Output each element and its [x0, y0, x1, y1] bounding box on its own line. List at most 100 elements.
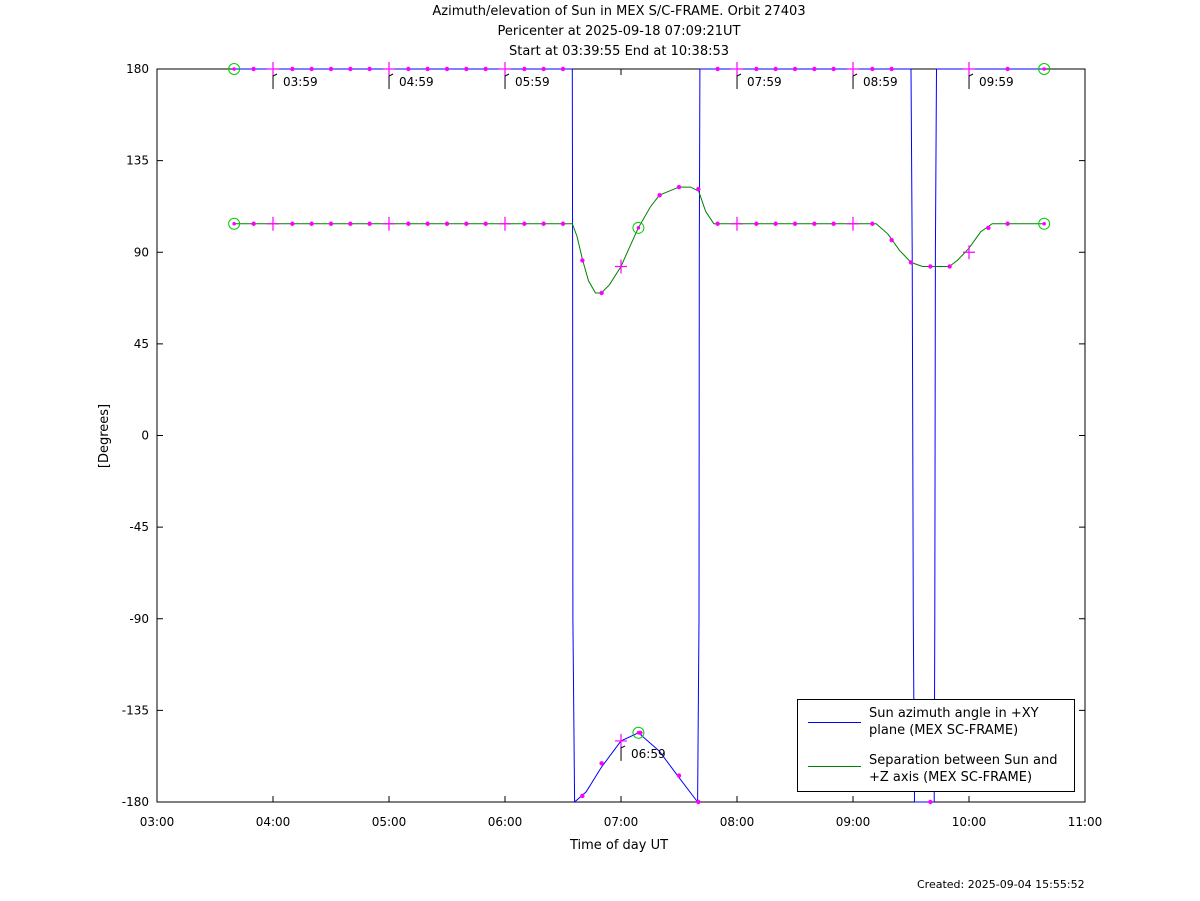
data-point — [715, 66, 720, 72]
data-point — [870, 221, 875, 226]
chart-subtitle-pericenter: Pericenter at 2025-09-18 07:09:21UT — [497, 24, 741, 39]
data-point — [425, 66, 430, 72]
x-tick-label: 06:00 — [488, 815, 523, 829]
time-label: 08:59 — [863, 75, 898, 89]
time-label: 09:59 — [979, 75, 1014, 89]
x-tick-label: 07:00 — [604, 815, 639, 829]
x-axis-label: Time of day UT — [569, 838, 668, 853]
azimuth-line-segment — [910, 68, 915, 803]
event-marker-center — [636, 730, 641, 735]
data-point — [831, 221, 836, 226]
data-point — [792, 66, 798, 72]
hour-marker — [499, 62, 511, 76]
hour-marker — [847, 62, 859, 76]
data-point — [522, 221, 527, 226]
event-marker — [632, 726, 645, 739]
data-point — [1005, 66, 1010, 72]
data-point — [406, 221, 411, 226]
time-label-tick — [852, 73, 858, 89]
time-label: 07:59 — [747, 75, 782, 89]
data-point — [367, 221, 372, 226]
data-point — [792, 221, 798, 226]
data-point — [928, 799, 933, 805]
axis-ticks: 03:00 04:00 05:00 06:00 07:00 08:00 09:00 10:00… — [122, 62, 1103, 829]
data-point — [348, 66, 353, 72]
azimuth-line-segment — [933, 68, 937, 803]
data-point — [773, 221, 778, 226]
y-tick-label: -135 — [122, 703, 149, 717]
series-lines — [234, 68, 1045, 803]
data-point — [599, 290, 604, 296]
x-tick-label: 03:00 — [140, 815, 175, 829]
data-point — [676, 184, 682, 190]
plot-frame — [156, 68, 1086, 803]
data-point — [812, 221, 817, 226]
data-point — [522, 66, 527, 72]
event-marker — [228, 217, 241, 230]
time-label-tick — [620, 745, 626, 761]
hour-marker — [731, 216, 743, 231]
data-point — [406, 66, 411, 72]
hour-marker — [847, 216, 859, 231]
y-tick-label: 180 — [126, 62, 149, 76]
data-point — [889, 66, 894, 72]
hour-marker — [267, 216, 279, 231]
event-marker-center — [232, 221, 236, 226]
data-point — [580, 258, 585, 263]
data-point — [889, 237, 894, 243]
x-tick-label: 09:00 — [836, 815, 871, 829]
time-label-tick — [504, 73, 510, 89]
data-point — [696, 799, 701, 805]
data-point — [425, 221, 430, 226]
y-tick-label: 45 — [134, 337, 149, 351]
data-markers — [228, 62, 1051, 805]
y-tick-label: 135 — [126, 154, 149, 168]
time-labels: 03:59 04:59 05:59 06:59 07:59 08:59 09:59 — [272, 73, 1014, 761]
y-tick-label: 90 — [134, 245, 149, 259]
y-tick-label: -90 — [129, 612, 149, 626]
x-tick-label: 10:00 — [952, 815, 987, 829]
azimuth-line-segment — [697, 68, 701, 803]
legend-label-separation: Separation between Sun and +Z axis (MEX … — [869, 753, 1058, 785]
data-point — [309, 66, 314, 72]
data-point — [986, 225, 991, 231]
legend-swatch-azimuth — [808, 722, 861, 723]
data-point — [696, 186, 701, 192]
data-point — [560, 66, 566, 72]
data-point — [444, 221, 450, 226]
hour-marker — [615, 259, 627, 274]
data-point — [599, 761, 604, 766]
data-point — [541, 221, 546, 226]
time-label-tick — [388, 73, 394, 89]
data-point — [754, 221, 759, 226]
data-point — [831, 66, 836, 72]
data-point — [580, 793, 585, 799]
time-label-tick — [272, 73, 278, 89]
chart-subtitle-range: Start at 03:39:55 End at 10:38:53 — [508, 44, 730, 59]
event-marker — [228, 63, 241, 75]
x-tick-label: 08:00 — [720, 815, 755, 829]
data-point — [1005, 221, 1010, 226]
data-point — [541, 66, 546, 72]
data-point — [367, 66, 372, 72]
azimuth-line-segment — [574, 732, 698, 803]
data-point — [444, 66, 450, 72]
hour-marker — [383, 62, 395, 76]
event-marker-center — [1042, 67, 1046, 71]
hour-marker — [383, 216, 395, 231]
time-label: 05:59 — [515, 75, 550, 89]
hour-marker — [615, 733, 627, 748]
hour-marker — [963, 245, 975, 260]
hour-marker — [267, 62, 279, 76]
event-marker-center — [232, 67, 236, 71]
data-point — [560, 221, 566, 226]
chart-legend: Sun azimuth angle in +XY plane (MEX SC-F… — [797, 699, 1075, 792]
data-point — [947, 264, 952, 269]
data-point — [754, 66, 759, 72]
y-axis-label: [Degrees] — [97, 404, 112, 468]
time-label: 06:59 — [631, 747, 666, 761]
data-point — [870, 66, 875, 72]
data-point — [657, 193, 662, 198]
data-point — [464, 221, 469, 226]
event-marker — [1038, 217, 1051, 230]
